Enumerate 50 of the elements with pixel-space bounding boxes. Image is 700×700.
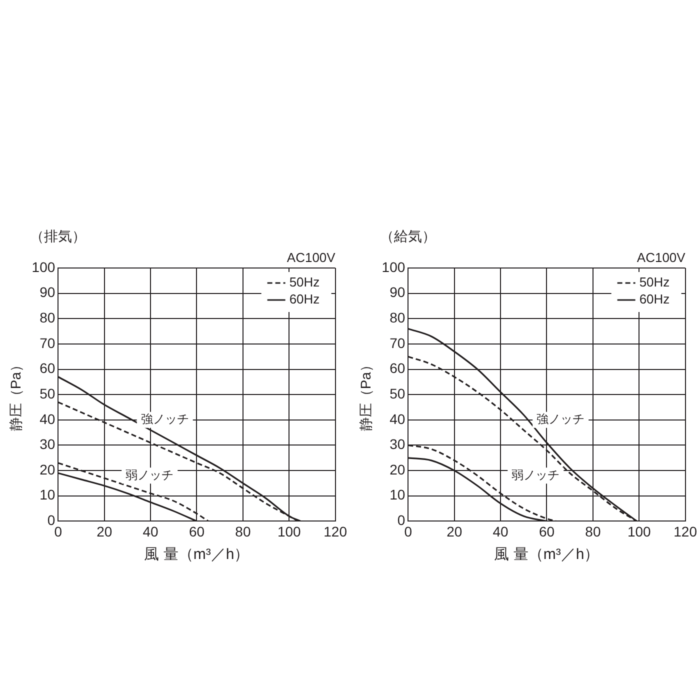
- y-tick-label: 90: [40, 284, 56, 300]
- legend-label: 50Hz: [639, 274, 670, 290]
- legend-label: 60Hz: [639, 292, 670, 307]
- x-tick-label: 20: [446, 523, 462, 540]
- x-tick-label: 80: [585, 523, 601, 540]
- x-tick-label: 100: [277, 523, 302, 540]
- x-tick-label: 100: [627, 523, 652, 540]
- y-tick-label: 10: [390, 486, 406, 503]
- x-tick-label: 120: [324, 523, 348, 540]
- legend-label: 60Hz: [289, 292, 320, 307]
- x-tick-label: 60: [188, 523, 205, 540]
- x-tick-label: 60: [538, 523, 555, 540]
- y-tick-label: 40: [390, 410, 406, 427]
- y-tick-label: 60: [390, 360, 406, 376]
- y-axis-title: 静圧（Pa）: [357, 358, 374, 432]
- x-tick-label: 80: [235, 523, 251, 540]
- y-tick-label: 0: [397, 512, 406, 528]
- x-axis-title: 風 量（m³／h）: [144, 546, 250, 564]
- x-tick-label: 40: [492, 523, 509, 540]
- y-tick-label: 50: [390, 385, 406, 402]
- x-tick-label: 20: [96, 523, 112, 540]
- legend-title: AC100V: [636, 250, 686, 266]
- annotation: 強ノッチ: [536, 412, 585, 426]
- y-tick-label: 80: [390, 310, 406, 326]
- y-tick-label: 0: [47, 512, 56, 528]
- annotation: 強ノッチ: [140, 412, 189, 426]
- y-tick-label: 30: [40, 436, 56, 452]
- legend-title: AC100V: [286, 250, 336, 266]
- y-tick-label: 100: [32, 258, 56, 275]
- y-tick-label: 70: [390, 334, 406, 351]
- chart-title: （排気）: [30, 228, 86, 244]
- y-tick-label: 30: [390, 436, 406, 452]
- annotation: 弱ノッチ: [512, 468, 560, 482]
- annotation: 弱ノッチ: [126, 468, 174, 482]
- y-tick-label: 60: [40, 360, 56, 376]
- y-tick-label: 70: [40, 334, 56, 351]
- y-tick-label: 20: [390, 461, 406, 478]
- legend-label: 50Hz: [289, 274, 320, 290]
- y-tick-label: 20: [40, 461, 56, 478]
- y-tick-label: 10: [40, 486, 56, 503]
- y-tick-label: 40: [40, 410, 56, 427]
- y-tick-label: 100: [382, 258, 406, 275]
- y-tick-label: 50: [40, 385, 56, 402]
- x-tick-label: 120: [674, 523, 698, 540]
- chart-title: （給気）: [380, 228, 436, 244]
- x-axis-title: 風 量（m³／h）: [494, 546, 600, 564]
- x-tick-label: 40: [142, 523, 159, 540]
- y-axis-title: 静圧（Pa）: [7, 358, 24, 432]
- y-tick-label: 90: [390, 284, 406, 300]
- y-tick-label: 80: [40, 310, 56, 326]
